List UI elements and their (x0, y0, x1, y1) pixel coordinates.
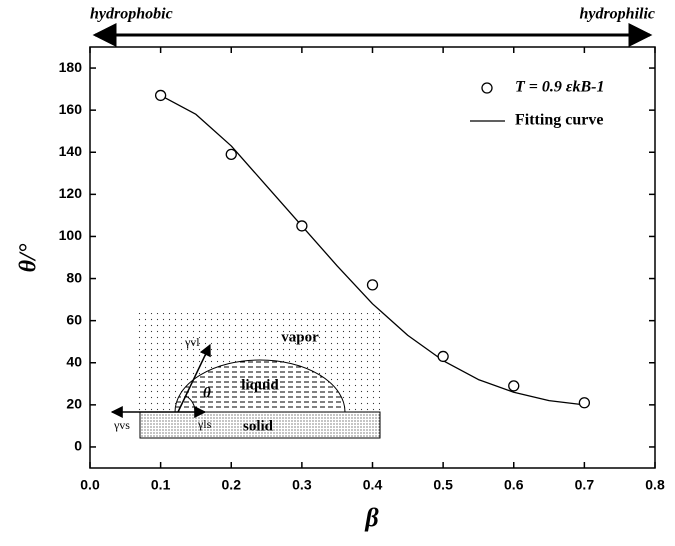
y-tick-label: 60 (66, 311, 82, 327)
y-tick-label: 40 (66, 353, 82, 369)
annotation: hydrophilic (579, 6, 655, 23)
y-tick-label: 20 (66, 396, 82, 412)
y-tick-label: 0 (74, 438, 82, 454)
x-tick-label: 0.4 (363, 477, 383, 493)
inset-label: θ (203, 385, 211, 401)
legend-label: T = 0.9 εkB-1 (515, 79, 604, 96)
x-tick-label: 0.2 (222, 477, 242, 493)
y-tick-label: 160 (59, 101, 83, 117)
data-point (366, 279, 379, 291)
angle-arc (185, 395, 196, 413)
gamma-vl-arrow (177, 343, 211, 413)
solid-substrate (139, 411, 381, 439)
data-point (508, 380, 520, 392)
data-point (437, 350, 449, 363)
y-tick-label: 80 (66, 269, 82, 285)
inset-label: γvl (184, 335, 200, 349)
inset-label: solid (243, 418, 274, 434)
y-tick-label: 100 (59, 227, 83, 243)
legend-marker (481, 82, 493, 94)
inset-diagram: vapor liquid solid γvl γls γvs θ (110, 313, 381, 439)
y-axis-title: θ/° (16, 243, 42, 272)
inset-label: vapor (281, 329, 319, 345)
inset-label: liquid (241, 377, 279, 393)
x-tick-label: 0.8 (645, 477, 665, 493)
y-tick-label: 140 (59, 143, 83, 159)
y-tick-label: 120 (59, 185, 83, 201)
data-point (154, 89, 167, 102)
data-point (578, 397, 591, 409)
x-tick-label: 0.6 (504, 477, 524, 493)
data-point (296, 220, 308, 232)
annotation: hydrophobic (90, 6, 173, 23)
droplet (174, 359, 346, 413)
fit-line (160, 94, 585, 406)
x-tick-label: 0.1 (151, 477, 171, 493)
inset-label: γvs (113, 418, 130, 432)
data-point (225, 148, 237, 161)
legend-label: Fitting curve (515, 112, 603, 129)
x-tick-label: 0.5 (433, 477, 453, 493)
y-tick-label: 180 (59, 59, 83, 75)
x-tick-label: 0.0 (80, 477, 100, 493)
x-tick-label: 0.3 (292, 477, 312, 493)
inset-label: γls (197, 417, 212, 431)
x-axis-title: β (364, 503, 379, 532)
x-tick-label: 0.7 (575, 477, 595, 493)
